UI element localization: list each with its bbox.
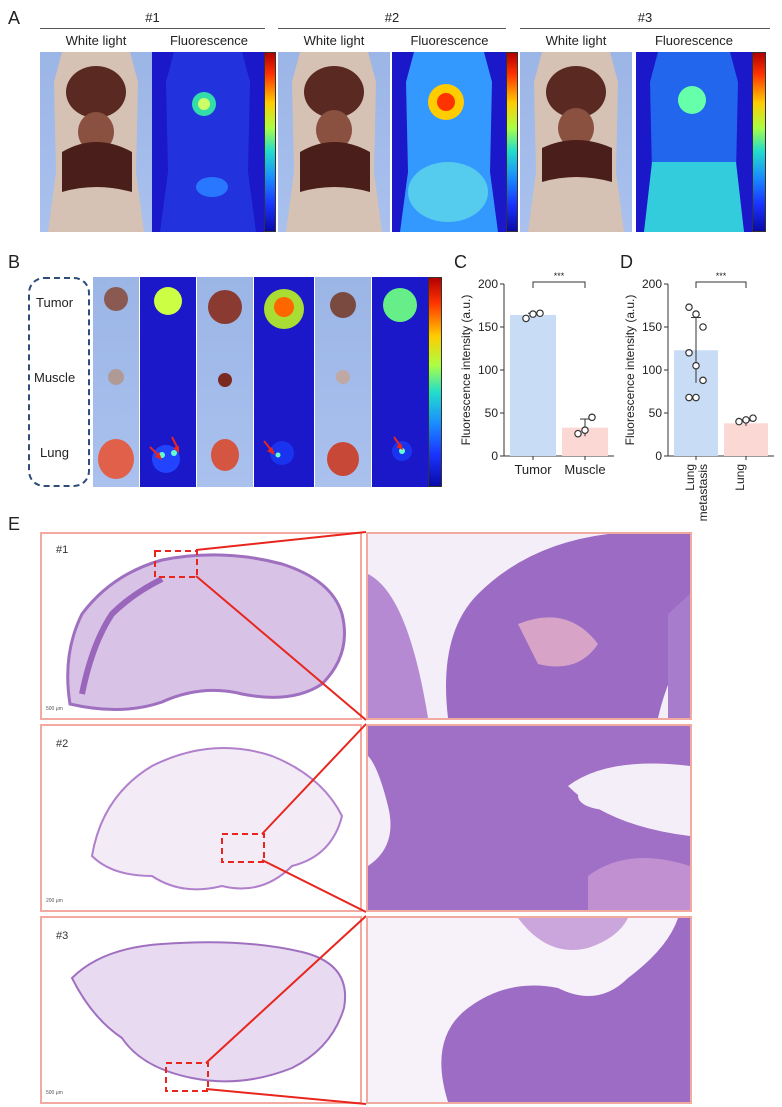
data-point xyxy=(685,349,693,357)
organs-fluorescence-2 xyxy=(254,277,314,487)
fluorescence-label-3: Fluorescence xyxy=(654,33,734,48)
group-title-2: #2 xyxy=(384,10,400,25)
mouse-white-light-1 xyxy=(40,52,152,232)
group-rule-3 xyxy=(520,28,770,29)
fluorescence-label-1: Fluorescence xyxy=(169,33,249,48)
y-tick-label: 200 xyxy=(642,277,662,291)
y-axis-label: Fluorescence intensity (a.u.) xyxy=(459,295,473,446)
white-light-label-1: White light xyxy=(65,33,127,48)
white-light-label-2: White light xyxy=(303,33,365,48)
scale-label-2: 200 μm xyxy=(46,898,63,904)
data-point xyxy=(536,309,544,318)
mouse-fluorescence-2 xyxy=(392,52,506,232)
data-point xyxy=(749,414,757,422)
y-axis-label: Fluorescence intensity (a.u.) xyxy=(623,295,637,446)
data-point xyxy=(529,310,537,318)
group-title-1: #1 xyxy=(145,10,160,25)
data-point xyxy=(574,429,582,438)
data-point xyxy=(581,426,589,435)
significance-bracket xyxy=(532,281,586,288)
colorbar-a-3 xyxy=(752,52,766,232)
data-point xyxy=(699,323,707,331)
y-tick-label: 0 xyxy=(491,449,498,463)
data-point xyxy=(685,303,693,312)
colorbar-a-2 xyxy=(506,52,518,232)
data-point xyxy=(742,416,750,424)
x-tick-label: metastasis xyxy=(696,464,710,521)
data-point xyxy=(692,393,700,402)
organs-fluorescence-1 xyxy=(140,277,196,487)
he-zoom-3 xyxy=(366,916,692,1104)
y-tick-label: 100 xyxy=(478,363,498,377)
x-tick-label: Lung xyxy=(733,464,747,491)
significance-bracket xyxy=(695,281,747,288)
chart-d: 0 50 100 150 200 Fluorescence intensity (a.u.… xyxy=(623,271,774,521)
y-tick-label: 150 xyxy=(478,320,498,334)
he-overview-2: #2 200 μm xyxy=(40,724,362,912)
he-zoom-1 xyxy=(366,532,692,720)
y-tick-label: 100 xyxy=(642,363,662,377)
bar xyxy=(724,423,768,456)
scale-label-3: 500 μm xyxy=(46,1090,63,1096)
y-tick-label: 0 xyxy=(655,449,662,463)
organs-white-light-1 xyxy=(93,277,139,487)
panel-letter-c: C xyxy=(454,252,467,272)
scale-label-1: 500 μm xyxy=(46,706,63,712)
mouse-fluorescence-3 xyxy=(636,52,752,232)
x-tick-label: Muscle xyxy=(564,462,605,477)
mouse-white-light-2 xyxy=(278,52,390,232)
significance-label: *** xyxy=(554,271,565,281)
y-tick-label: 150 xyxy=(642,320,662,334)
group-rule-1 xyxy=(40,28,265,29)
x-tick-label: Lung xyxy=(683,464,697,491)
he-tag-3: #3 xyxy=(56,930,69,942)
organs-fluorescence-3 xyxy=(372,277,428,487)
mouse-white-light-3 xyxy=(520,52,632,232)
he-tag-1: #1 xyxy=(56,544,69,556)
he-overview-1: #1 500 μm xyxy=(40,532,362,720)
data-point xyxy=(522,314,530,323)
group-rule-2 xyxy=(278,28,506,29)
panel-letter-d: D xyxy=(620,252,633,272)
mouse-fluorescence-1 xyxy=(152,52,264,232)
row-label-muscle: Muscle xyxy=(34,370,76,385)
data-point xyxy=(685,393,693,402)
row-label-tumor: Tumor xyxy=(36,295,74,310)
colorbar-a-1 xyxy=(264,52,276,232)
y-tick-label: 50 xyxy=(649,406,663,420)
fluorescence-label-2: Fluorescence xyxy=(410,33,489,48)
colorbar-b xyxy=(428,277,442,487)
organs-white-light-3 xyxy=(315,277,371,487)
x-tick-label: Tumor xyxy=(514,462,552,477)
data-point xyxy=(692,310,700,318)
he-tag-2: #2 xyxy=(56,738,69,750)
y-tick-label: 50 xyxy=(485,406,499,420)
panel-letter-a: A xyxy=(8,8,21,28)
row-labels-box xyxy=(28,277,90,487)
white-light-label-3: White light xyxy=(545,33,607,48)
data-point xyxy=(699,376,707,385)
group-title-3: #3 xyxy=(637,10,653,25)
bar xyxy=(510,314,556,456)
panel-letter-b: B xyxy=(8,252,21,272)
data-point xyxy=(692,361,700,370)
he-zoom-2 xyxy=(366,724,692,912)
panel-letter-e: E xyxy=(8,514,21,534)
significance-label: *** xyxy=(716,271,727,281)
organs-white-light-2 xyxy=(197,277,253,487)
he-overview-3: #3 500 μm xyxy=(40,916,362,1104)
row-label-lung: Lung xyxy=(40,445,69,460)
data-point xyxy=(588,413,596,422)
y-tick-label: 200 xyxy=(478,277,498,291)
data-point xyxy=(735,417,743,426)
chart-c: 0 50 100 150 200 Fluorescence intensity (a.u.… xyxy=(459,271,614,477)
